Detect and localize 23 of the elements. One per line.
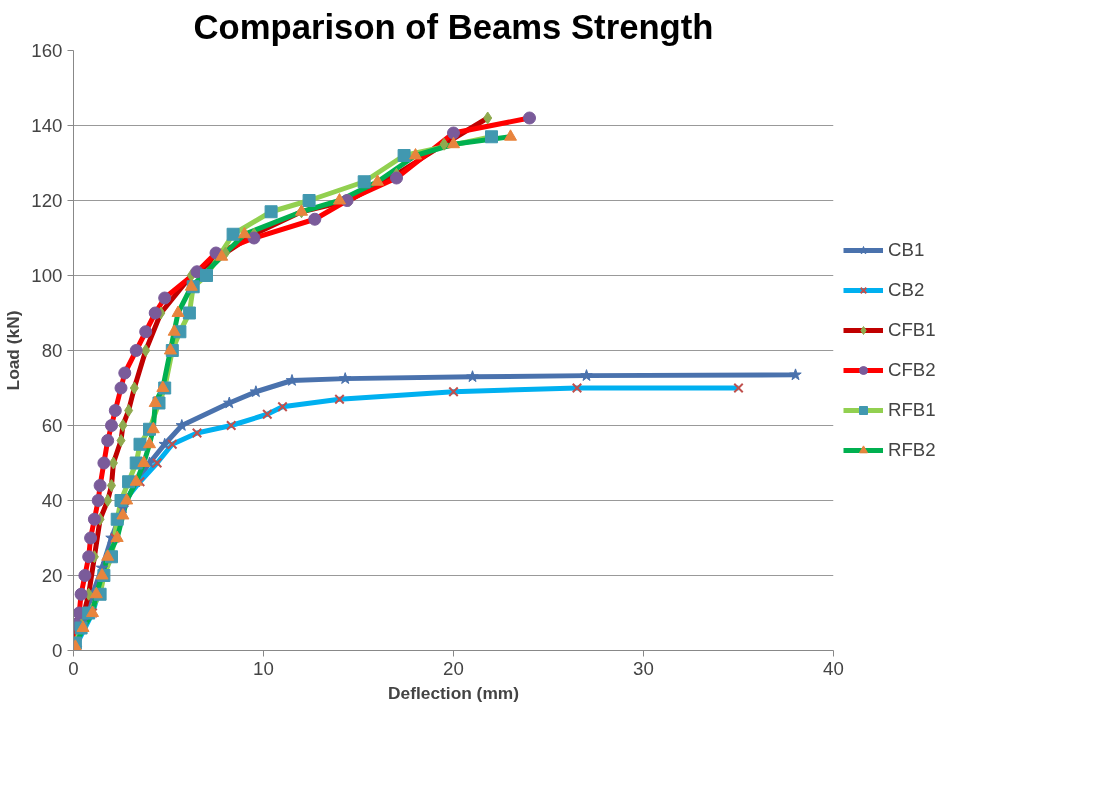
legend-label: CFB1 (888, 319, 936, 341)
legend-label: RFB1 (888, 399, 936, 421)
y-tick-label: 40 (41, 490, 63, 511)
y-tick-label: 160 (31, 40, 63, 61)
y-axis-title: Load (kN) (3, 310, 24, 391)
y-tick-label: 120 (31, 190, 63, 211)
x-axis-title: Deflection (mm) (388, 682, 519, 703)
chart-title: Comparison of Beams Strength (193, 7, 714, 46)
legend-label: CFB2 (888, 359, 936, 381)
x-tick-label: 10 (253, 657, 274, 679)
legend-label: RFB2 (888, 439, 936, 461)
x-tick-label: 30 (633, 657, 654, 679)
x-tick-label: 40 (823, 657, 844, 679)
y-tick-label: 80 (41, 340, 63, 361)
x-tick-label: 0 (68, 657, 79, 679)
legend-label: CB1 (888, 239, 925, 261)
y-tick-label: 60 (41, 415, 63, 436)
y-tick-label: 0 (52, 640, 63, 661)
y-tick-label: 140 (31, 115, 63, 136)
legend-label: CB2 (888, 279, 925, 301)
y-tick-label: 100 (31, 265, 63, 286)
y-tick-label: 20 (41, 565, 63, 586)
x-tick-label: 20 (443, 657, 464, 679)
